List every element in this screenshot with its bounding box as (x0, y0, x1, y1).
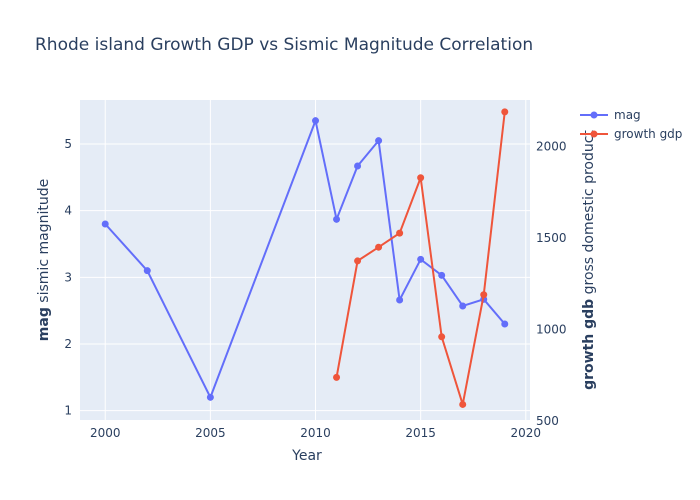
y-axis-title-rest: sismic magnitude (36, 179, 52, 307)
y2-tick-label: 1500 (536, 231, 567, 245)
data-point (501, 108, 509, 116)
y2-tick-label: 2000 (536, 140, 567, 154)
y-tick-label: 3 (64, 270, 72, 284)
x-tick-label: 2020 (511, 426, 542, 440)
data-point (417, 174, 425, 182)
y-tick-label: 5 (64, 137, 72, 151)
y2-axis-title: growth gdb gross domestic product (581, 130, 597, 390)
y-axis-title: mag sismic magnitude (36, 179, 52, 341)
grid (80, 100, 530, 420)
legend-label: growth gdp (614, 127, 682, 141)
data-point (396, 229, 404, 237)
legend-marker-icon (590, 111, 598, 119)
legend: mag growth gdp (580, 108, 682, 141)
data-point (354, 162, 362, 170)
data-point (354, 257, 362, 265)
data-point (206, 393, 214, 401)
data-point (459, 400, 467, 408)
x-tick-label: 2000 (90, 426, 121, 440)
legend-item[interactable]: mag (580, 108, 641, 122)
data-point (375, 243, 383, 251)
data-point (333, 373, 341, 381)
x-tick-label: 2010 (300, 426, 331, 440)
legend-label: mag (614, 108, 641, 122)
series-layer (101, 108, 509, 408)
data-point (333, 215, 341, 223)
y2-axis-title-rest: gross domestic product (581, 130, 597, 299)
y-tick-label: 4 (64, 204, 72, 218)
data-point (101, 220, 109, 228)
data-point (375, 137, 383, 145)
data-point (480, 291, 488, 299)
data-point (312, 117, 320, 125)
data-point (501, 320, 509, 328)
chart-title: Rhode island Growth GDP vs Sismic Magnit… (35, 35, 533, 55)
series-1 (101, 117, 509, 401)
y2-tick-label: 1000 (536, 322, 567, 336)
legend-item[interactable]: growth gdp (580, 127, 682, 141)
y-axis-title-bold: mag (36, 307, 52, 341)
x-tick-labels: 2000 2005 2010 2015 2020 (90, 426, 541, 440)
x-axis-title: Year (291, 448, 322, 464)
data-point (396, 296, 404, 304)
series-2 (333, 108, 509, 408)
y2-tick-labels: 500 1000 1500 2000 (536, 140, 567, 428)
y-tick-label: 2 (64, 337, 72, 351)
data-point (459, 302, 467, 310)
y-tick-labels: 1 2 3 4 5 (64, 137, 72, 418)
x-tick-label: 2015 (405, 426, 436, 440)
data-point (417, 255, 425, 263)
data-point (143, 267, 151, 275)
x-tick-label: 2005 (195, 426, 226, 440)
y2-tick-label: 500 (536, 414, 559, 428)
y2-axis-title-bold: growth gdb (581, 299, 597, 390)
y-tick-label: 1 (64, 404, 72, 418)
data-point (438, 333, 446, 341)
plot-background (80, 100, 530, 420)
data-point (438, 271, 446, 279)
legend-marker-icon (590, 130, 598, 138)
